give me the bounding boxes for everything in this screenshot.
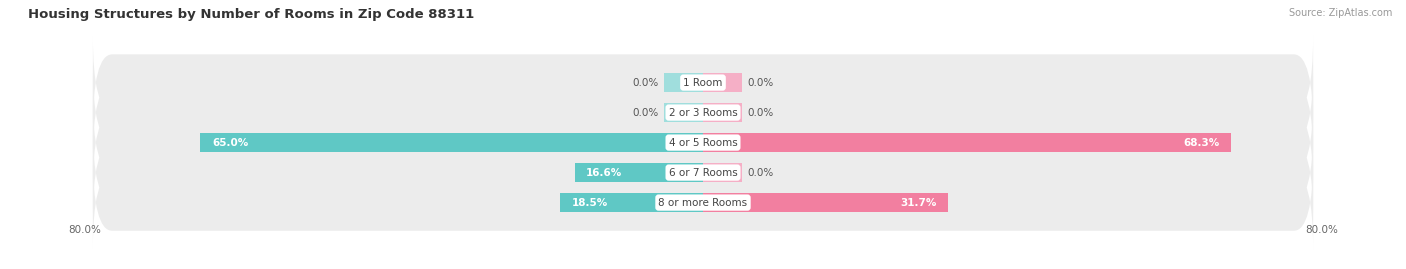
Bar bbox=[703, 73, 742, 92]
Text: 18.5%: 18.5% bbox=[571, 197, 607, 208]
Bar bbox=[200, 133, 703, 152]
Text: 6 or 7 Rooms: 6 or 7 Rooms bbox=[669, 168, 737, 178]
Bar bbox=[575, 163, 703, 182]
Bar bbox=[665, 103, 703, 122]
Bar bbox=[665, 73, 703, 92]
Text: 0.0%: 0.0% bbox=[748, 77, 775, 88]
Text: 1 Room: 1 Room bbox=[683, 77, 723, 88]
FancyBboxPatch shape bbox=[93, 126, 1313, 220]
Text: 65.0%: 65.0% bbox=[212, 137, 249, 148]
Text: 68.3%: 68.3% bbox=[1184, 137, 1219, 148]
Legend: Owner-occupied, Renter-occupied: Owner-occupied, Renter-occupied bbox=[595, 267, 811, 269]
Bar bbox=[703, 133, 1232, 152]
Text: 0.0%: 0.0% bbox=[748, 168, 775, 178]
Text: 4 or 5 Rooms: 4 or 5 Rooms bbox=[669, 137, 737, 148]
Text: 0.0%: 0.0% bbox=[631, 77, 658, 88]
FancyBboxPatch shape bbox=[93, 66, 1313, 159]
Bar bbox=[703, 193, 948, 212]
Bar bbox=[560, 193, 703, 212]
Text: 16.6%: 16.6% bbox=[586, 168, 623, 178]
Bar bbox=[703, 103, 742, 122]
FancyBboxPatch shape bbox=[93, 36, 1313, 129]
Text: Housing Structures by Number of Rooms in Zip Code 88311: Housing Structures by Number of Rooms in… bbox=[28, 8, 474, 21]
Bar bbox=[703, 163, 742, 182]
Text: 31.7%: 31.7% bbox=[900, 197, 936, 208]
FancyBboxPatch shape bbox=[93, 156, 1313, 249]
Text: 0.0%: 0.0% bbox=[631, 108, 658, 118]
Text: Source: ZipAtlas.com: Source: ZipAtlas.com bbox=[1288, 8, 1392, 18]
Text: 2 or 3 Rooms: 2 or 3 Rooms bbox=[669, 108, 737, 118]
Text: 0.0%: 0.0% bbox=[748, 108, 775, 118]
Text: 8 or more Rooms: 8 or more Rooms bbox=[658, 197, 748, 208]
FancyBboxPatch shape bbox=[93, 96, 1313, 189]
